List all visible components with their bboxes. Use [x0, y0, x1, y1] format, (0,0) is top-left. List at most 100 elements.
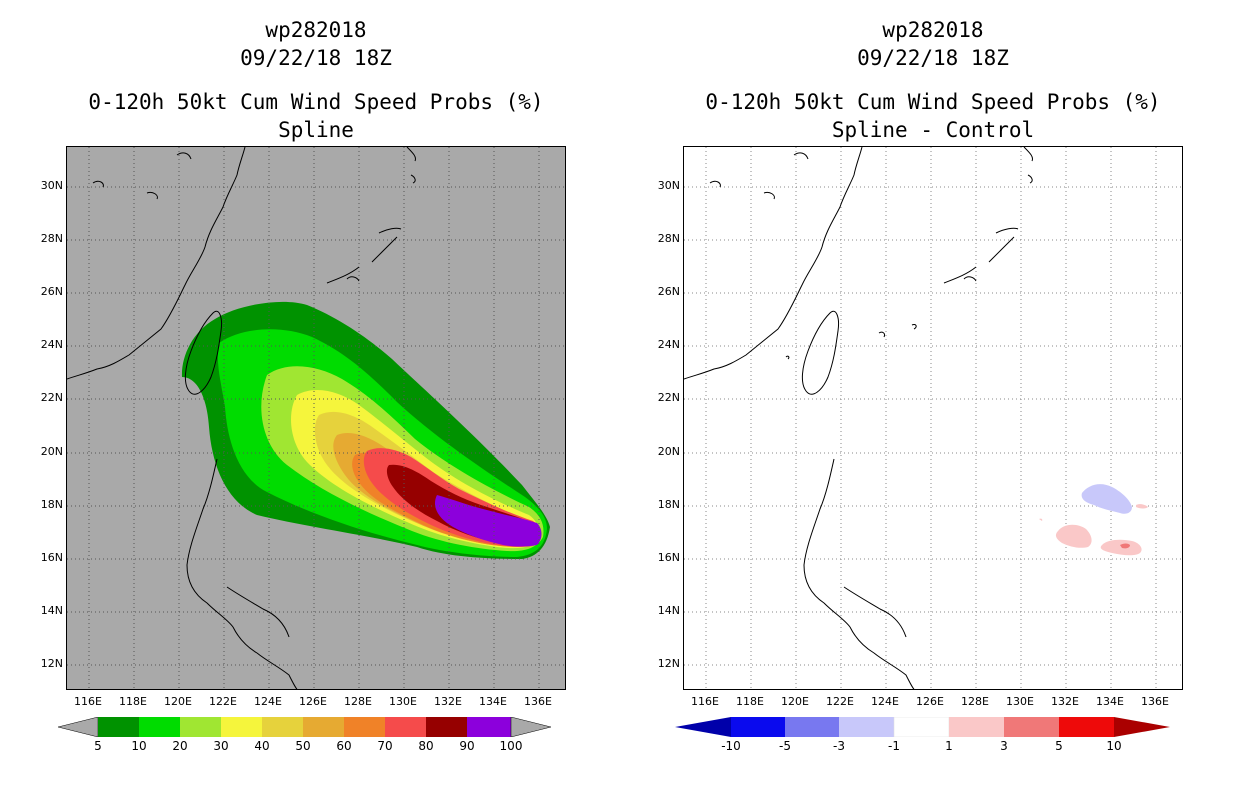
left-colorbar-swatch [385, 717, 426, 737]
left-lon-label: 130E [389, 695, 417, 708]
diff-negative-blob [1081, 484, 1132, 514]
right-lon-label: 134E [1096, 695, 1124, 708]
right-colorbar-swatch [1059, 717, 1114, 737]
right-colorbar-swatch [839, 717, 894, 737]
right-lat-label: 16N [657, 551, 680, 564]
left-colorbar-swatch [467, 717, 511, 737]
right-colorbar-swatch [893, 717, 950, 737]
right-colorbar-swatch [1004, 717, 1059, 737]
right-title-id: wp282018 [882, 18, 984, 42]
right-colorbar-label: 5 [1055, 739, 1063, 753]
right-title-method: Spline - Control [831, 118, 1035, 142]
right-lon-label: 130E [1006, 695, 1034, 708]
left-map-frame [66, 146, 566, 690]
right-lat-label: 20N [657, 445, 680, 458]
left-lon-label: 122E [209, 695, 237, 708]
right-lon-label: 126E [916, 695, 944, 708]
right-colorbar-under-arrow [675, 717, 731, 737]
left-colorbar-label: 50 [295, 739, 311, 753]
left-grid [67, 147, 565, 689]
left-colorbar-label: 80 [418, 739, 434, 753]
right-lon-label: 136E [1141, 695, 1169, 708]
left-colorbar-under-arrow [58, 717, 99, 737]
diff-positive-blob [1055, 524, 1092, 548]
right-lon-label: 120E [781, 695, 809, 708]
left-lon-label: 118E [119, 695, 147, 708]
left-colorbar-label: 100 [499, 739, 523, 753]
left-colorbar-label: 30 [213, 739, 229, 753]
left-title-product: 0-120h 50kt Cum Wind Speed Probs (%) [88, 90, 544, 114]
right-colorbar-label: 3 [1000, 739, 1008, 753]
right-lon-label: 132E [1051, 695, 1079, 708]
left-lat-label: 14N [40, 604, 63, 617]
right-lat-label: 26N [657, 285, 680, 298]
left-colorbar-swatch [344, 717, 385, 737]
right-colorbar-swatch [731, 717, 785, 737]
left-colorbar-over-arrow [510, 717, 552, 737]
right-lat-label: 30N [657, 179, 680, 192]
left-colorbar-swatch [98, 717, 139, 737]
left-lon-label: 132E [434, 695, 462, 708]
right-colorbar-label: -10 [721, 739, 741, 753]
left-title-id: wp282018 [265, 18, 367, 42]
left-title-date: 09/22/18 18Z [240, 46, 392, 70]
diff-positive-speck [1039, 518, 1043, 521]
left-title-method: Spline [278, 118, 354, 142]
left-coastline [67, 147, 416, 689]
right-colorbar-label: -5 [779, 739, 791, 753]
left-colorbar-label: 60 [336, 739, 352, 753]
left-colorbar-label: 10 [131, 739, 147, 753]
diff-positive-core [1120, 543, 1130, 549]
left-lon-label: 124E [254, 695, 282, 708]
left-lat-label: 16N [40, 551, 63, 564]
left-lat-label: 28N [40, 232, 63, 245]
right-lat-label: 22N [657, 391, 680, 404]
right-lon-label: 118E [736, 695, 764, 708]
left-colorbar-label: 20 [172, 739, 188, 753]
left-lat-label: 18N [40, 498, 63, 511]
right-colorbar-label: 10 [1106, 739, 1122, 753]
right-lat-label: 14N [657, 604, 680, 617]
left-lat-label: 30N [40, 179, 63, 192]
right-coastline [684, 147, 1033, 689]
right-map-frame [683, 146, 1183, 690]
left-colorbar-swatch [303, 717, 344, 737]
right-map-svg [684, 147, 1182, 689]
right-colorbar-label: 1 [945, 739, 953, 753]
left-lon-label: 126E [299, 695, 327, 708]
right-colorbar-over-arrow [1114, 717, 1170, 737]
right-title-product: 0-120h 50kt Cum Wind Speed Probs (%) [705, 90, 1161, 114]
right-colorbar [675, 717, 1170, 737]
left-colorbar-label: 5 [94, 739, 102, 753]
diff-positive-blob [1100, 539, 1142, 556]
left-colorbar-label: 40 [254, 739, 270, 753]
left-map-svg [67, 147, 565, 689]
diff-positive-speck [1136, 504, 1148, 509]
left-colorbar-swatch [221, 717, 262, 737]
left-lat-label: 26N [40, 285, 63, 298]
right-lon-label: 124E [871, 695, 899, 708]
right-lat-label: 28N [657, 232, 680, 245]
left-lon-label: 128E [344, 695, 372, 708]
left-lon-label: 134E [479, 695, 507, 708]
left-colorbar-swatch [426, 717, 467, 737]
left-lat-label: 12N [40, 657, 63, 670]
left-colorbar-label: 70 [377, 739, 393, 753]
right-colorbar-swatch [785, 717, 839, 737]
right-colorbar-label: -3 [833, 739, 845, 753]
right-lon-label: 122E [826, 695, 854, 708]
right-lat-label: 12N [657, 657, 680, 670]
left-colorbar-label: 90 [459, 739, 475, 753]
right-title-date: 09/22/18 18Z [857, 46, 1009, 70]
prob-contour-90 [434, 495, 542, 547]
left-lon-label: 116E [74, 695, 102, 708]
left-colorbar-swatch [139, 717, 180, 737]
left-lon-label: 136E [524, 695, 552, 708]
right-lon-label: 128E [961, 695, 989, 708]
left-colorbar-swatch [180, 717, 221, 737]
right-lon-label: 116E [691, 695, 719, 708]
left-lat-label: 22N [40, 391, 63, 404]
left-lon-label: 120E [164, 695, 192, 708]
left-colorbar-swatch [262, 717, 303, 737]
left-colorbar [58, 717, 552, 737]
